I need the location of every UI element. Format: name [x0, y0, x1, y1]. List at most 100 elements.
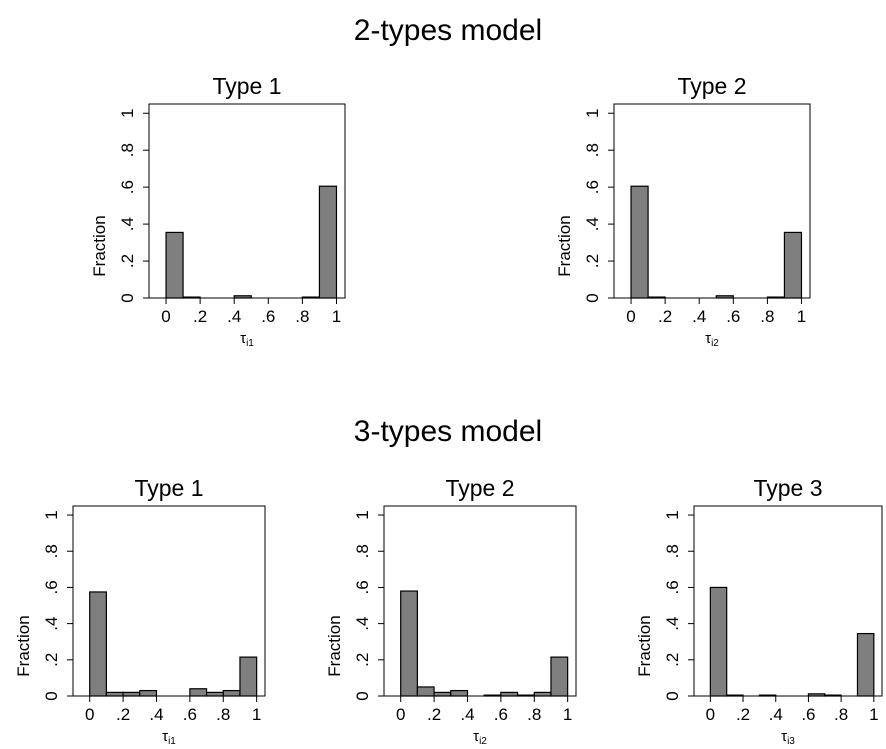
y-tick-label: .4 [663, 617, 682, 631]
histogram-bar [647, 296, 666, 299]
x-tick-label: .2 [658, 307, 672, 326]
histogram-bar [856, 632, 875, 697]
y-tick-label: 0 [118, 293, 137, 302]
histogram-bar [483, 694, 502, 697]
histogram-bar [550, 656, 569, 697]
y-axis-label: Fraction [555, 215, 574, 276]
y-axis-label: Fraction [635, 615, 654, 676]
x-tick-label: 1 [797, 307, 806, 326]
x-tick-label: .4 [460, 705, 474, 724]
plot-frame [613, 103, 811, 299]
x-tick-label: 0 [85, 705, 94, 724]
y-tick-label: .2 [663, 653, 682, 667]
y-tick-label: .4 [583, 217, 602, 231]
y-tick-label: 1 [118, 109, 137, 118]
histogram-bar [182, 296, 201, 299]
x-tick-label: 1 [252, 705, 261, 724]
x-tick-label: .8 [295, 307, 309, 326]
y-tick-label: 0 [583, 293, 602, 302]
histogram-bar [105, 691, 124, 697]
panel-title: Type 2 [445, 475, 514, 501]
histogram-bar [726, 694, 744, 697]
y-tick-label: 1 [353, 510, 372, 519]
y-tick-label: .8 [663, 544, 682, 558]
histogram-bar [783, 231, 803, 299]
y-tick-label: .6 [353, 580, 372, 594]
histogram-bar [630, 185, 649, 299]
y-tick-label: .8 [353, 544, 372, 558]
y-axis-label: Fraction [90, 215, 109, 276]
histogram-bar [318, 185, 338, 299]
x-tick-label: 0 [626, 307, 635, 326]
x-axis-label: τi1 [162, 728, 176, 747]
x-tick-label: .6 [183, 705, 197, 724]
x-tick-label: 0 [396, 705, 405, 724]
x-tick-label: .8 [834, 705, 848, 724]
x-tick-label: .4 [149, 705, 163, 724]
histogram-bar [500, 691, 519, 697]
section-title-3-types: 3-types model [354, 415, 542, 448]
x-tick-label: .6 [261, 307, 275, 326]
x-tick-label: 1 [869, 705, 878, 724]
histogram-bar [824, 694, 842, 697]
histogram-bar [758, 694, 777, 697]
panel-title: Type 3 [753, 475, 822, 501]
histogram-bar [89, 591, 107, 697]
x-axis-label: τi2 [705, 330, 719, 349]
y-tick-label: 0 [663, 691, 682, 700]
histogram-bar [233, 295, 252, 299]
x-axis-label: τi3 [781, 728, 795, 747]
x-tick-label: 1 [563, 705, 572, 724]
x-axis-label: τi2 [473, 728, 487, 747]
y-tick-label: .6 [583, 180, 602, 194]
y-axis-label: Fraction [325, 615, 344, 676]
x-tick-label: .8 [527, 705, 541, 724]
x-tick-label: 0 [161, 307, 170, 326]
panel-title: Type 1 [134, 475, 203, 501]
y-tick-label: .4 [42, 617, 61, 631]
x-tick-label: .8 [216, 705, 230, 724]
histogram-bar [165, 231, 184, 299]
x-tick-label: .4 [692, 307, 706, 326]
y-tick-label: 1 [663, 510, 682, 519]
histogram-bar [715, 295, 734, 299]
x-tick-label: .2 [427, 705, 441, 724]
histogram-bar [807, 693, 826, 697]
y-tick-label: .2 [353, 653, 372, 667]
histogram-bar [433, 691, 452, 697]
y-tick-label: 0 [353, 691, 372, 700]
panel-title: Type 1 [212, 73, 281, 99]
y-tick-label: .4 [118, 217, 137, 231]
y-tick-label: .2 [583, 254, 602, 268]
histogram-bar [450, 689, 469, 697]
histogram-bar [205, 691, 224, 697]
plot-frame [72, 505, 266, 697]
y-tick-label: .8 [42, 544, 61, 558]
histogram-bar [222, 689, 241, 697]
x-tick-label: .6 [494, 705, 508, 724]
section-title-2-types: 2-types model [354, 14, 542, 47]
histogram-bar [533, 691, 552, 697]
x-tick-label: .8 [760, 307, 774, 326]
histogram-bar [766, 296, 786, 299]
x-tick-label: .4 [769, 705, 783, 724]
panel-title: Type 2 [677, 73, 746, 99]
y-tick-label: .8 [118, 143, 137, 157]
plot-frame [383, 505, 577, 697]
y-axis-label: Fraction [14, 615, 33, 676]
y-tick-label: .4 [353, 617, 372, 631]
x-tick-label: .2 [116, 705, 130, 724]
histogram-bar [516, 694, 535, 697]
x-tick-label: 1 [332, 307, 341, 326]
plot-frame [693, 505, 883, 697]
histogram-bar [416, 686, 435, 697]
histogram-bar [709, 586, 728, 697]
y-tick-label: .6 [42, 580, 61, 594]
x-tick-label: .2 [193, 307, 207, 326]
y-tick-label: .6 [663, 580, 682, 594]
histogram-bar [139, 689, 158, 697]
x-tick-label: 0 [706, 705, 715, 724]
histogram-bar [189, 688, 208, 697]
y-tick-label: .6 [118, 180, 137, 194]
